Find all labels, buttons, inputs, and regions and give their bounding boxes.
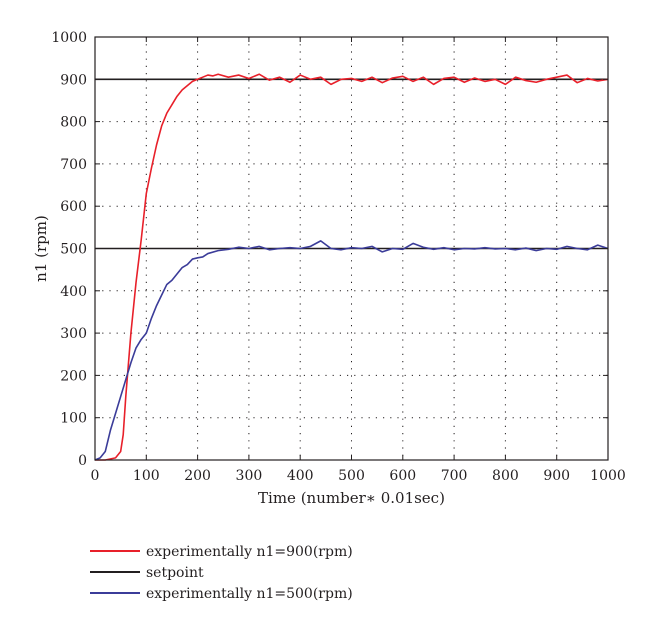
x-axis-label: Time (number∗ 0.01sec): [258, 489, 445, 507]
y-tick-label: 300: [60, 326, 87, 342]
x-tick-label: 600: [389, 468, 416, 484]
legend-label-experimentally-n1-500-rpm: experimentally n1=500(rpm): [146, 586, 353, 602]
x-tick-label: 900: [543, 468, 570, 484]
series-layer: [94, 73, 609, 461]
x-tick-label: 500: [338, 468, 365, 484]
x-tick-label: 800: [492, 468, 519, 484]
legend: experimentally n1=900(rpm) setpoint experi…: [90, 544, 353, 602]
x-tick-label: 700: [441, 468, 468, 484]
legend-label-setpoint: setpoint: [146, 565, 204, 581]
y-tick-label: 700: [60, 157, 87, 173]
series-line-experimentally-n1-900-rpm: [95, 73, 609, 461]
y-axis-tick-labels: 0 100 200 300 400 500 600 700 800 900 1000: [51, 30, 87, 469]
legend-label-experimentally-n1-900-rpm: experimentally n1=900(rpm): [146, 544, 353, 560]
x-tick-label: 1000: [590, 468, 626, 484]
x-tick-label: 200: [184, 468, 211, 484]
y-tick-label: 800: [60, 115, 87, 131]
y-tick-label: 900: [60, 72, 87, 88]
y-tick-label: 1000: [51, 30, 87, 46]
y-tick-label: 100: [60, 411, 87, 427]
y-tick-label: 500: [60, 242, 87, 258]
x-tick-label: 300: [236, 468, 263, 484]
y-axis-label: n1 (rpm): [32, 215, 50, 282]
y-tick-label: 600: [60, 199, 87, 215]
y-tick-label: 400: [60, 284, 87, 300]
y-tick-label: 0: [78, 453, 87, 469]
x-axis-tick-labels: 0 100 200 300 400 500 600 700 800 900 1000: [91, 468, 626, 484]
x-tick-label: 0: [91, 468, 100, 484]
x-tick-label: 100: [133, 468, 160, 484]
y-tick-label: 200: [60, 368, 87, 384]
x-tick-label: 400: [287, 468, 314, 484]
tick-marks: [94, 36, 609, 461]
series-line-experimentally-n1-500-rpm: [94, 240, 609, 461]
